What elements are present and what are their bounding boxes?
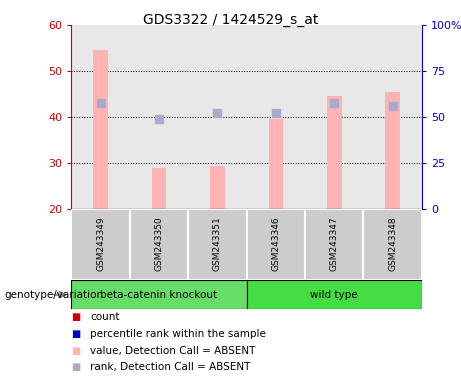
Text: GSM243347: GSM243347 [330, 216, 339, 271]
Text: value, Detection Call = ABSENT: value, Detection Call = ABSENT [90, 346, 255, 356]
Text: ■: ■ [71, 312, 81, 322]
FancyBboxPatch shape [247, 280, 422, 309]
FancyBboxPatch shape [188, 209, 247, 280]
Text: GSM243348: GSM243348 [388, 216, 397, 271]
Text: GDS3322 / 1424529_s_at: GDS3322 / 1424529_s_at [143, 13, 318, 27]
FancyBboxPatch shape [247, 209, 305, 280]
Bar [152, 168, 166, 209]
Text: GSM243351: GSM243351 [213, 216, 222, 271]
Text: count: count [90, 312, 119, 322]
Text: ■: ■ [71, 329, 81, 339]
Bar [385, 92, 400, 209]
Text: ■: ■ [71, 362, 81, 372]
FancyBboxPatch shape [363, 209, 422, 280]
Text: ■: ■ [71, 346, 81, 356]
Text: GSM243346: GSM243346 [272, 216, 280, 271]
FancyBboxPatch shape [71, 209, 130, 280]
Text: rank, Detection Call = ABSENT: rank, Detection Call = ABSENT [90, 362, 250, 372]
FancyBboxPatch shape [130, 209, 188, 280]
FancyBboxPatch shape [305, 209, 363, 280]
Bar [93, 50, 108, 209]
Bar [268, 119, 283, 209]
Text: genotype/variation: genotype/variation [5, 290, 104, 300]
Bar [327, 96, 342, 209]
Text: beta-catenin knockout: beta-catenin knockout [100, 290, 218, 300]
FancyBboxPatch shape [71, 280, 247, 309]
Text: GSM243349: GSM243349 [96, 216, 105, 271]
Text: wild type: wild type [310, 290, 358, 300]
Text: GSM243350: GSM243350 [154, 216, 164, 271]
Text: percentile rank within the sample: percentile rank within the sample [90, 329, 266, 339]
Bar [210, 166, 225, 209]
